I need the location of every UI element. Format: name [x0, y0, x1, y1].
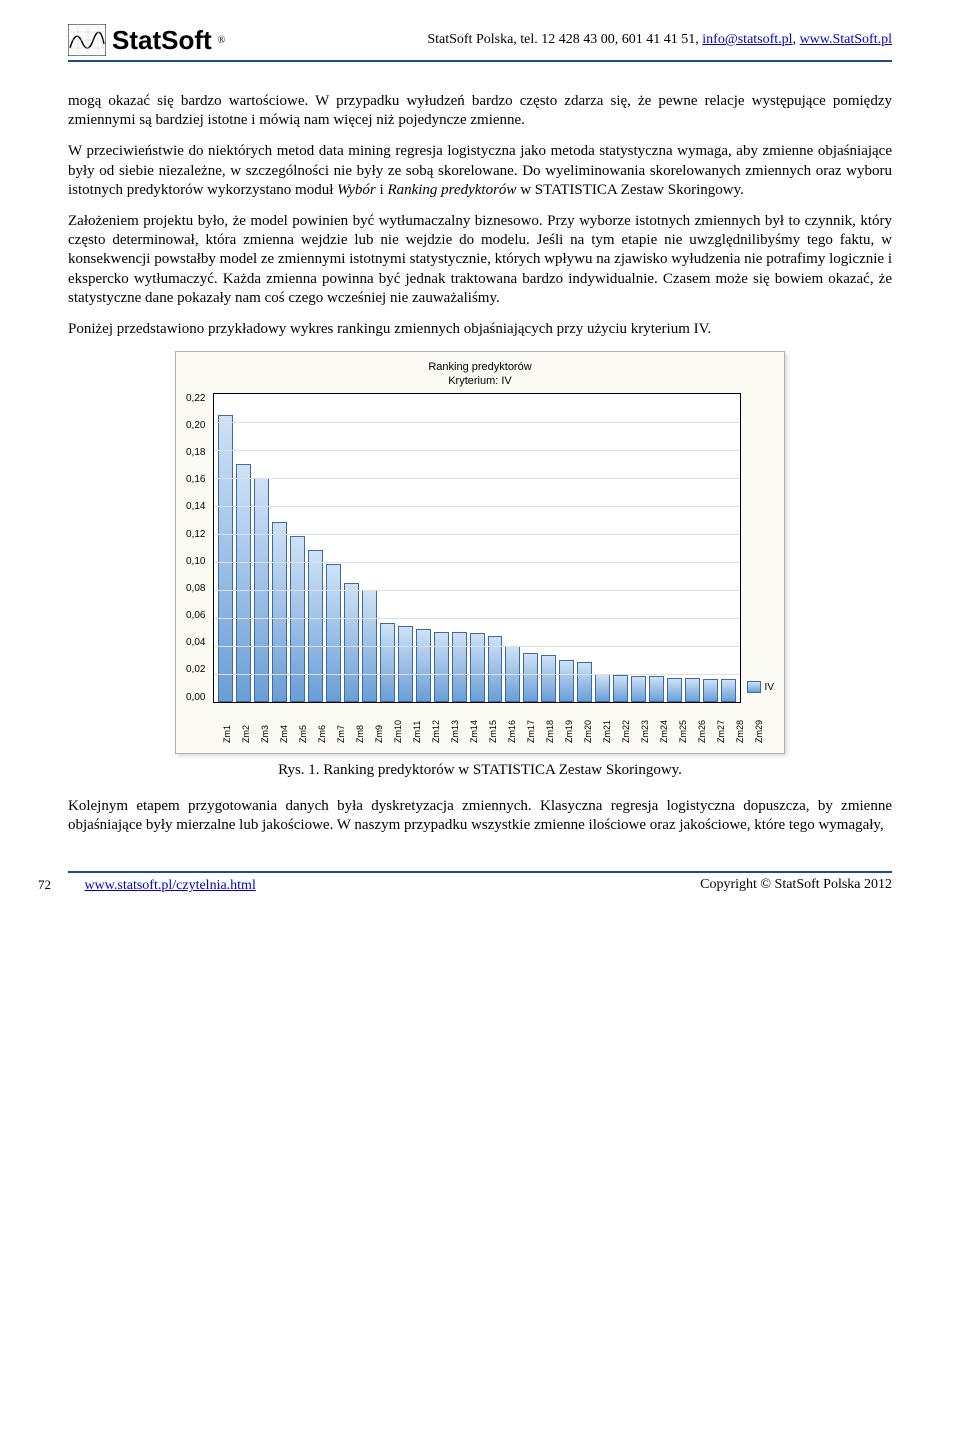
xtick-label: Zm3 — [260, 707, 276, 743]
xtick-label: Zm6 — [317, 707, 333, 743]
bar — [559, 660, 574, 702]
ytick-label: 0,06 — [186, 610, 205, 621]
ytick-label: 0,02 — [186, 664, 205, 675]
bar — [452, 632, 467, 702]
chart-xaxis: Zm1Zm2Zm3Zm4Zm5Zm6Zm7Zm8Zm9Zm10Zm11Zm12Z… — [218, 707, 774, 743]
xtick-label: Zm1 — [222, 707, 238, 743]
bar — [541, 655, 556, 701]
bar — [523, 653, 538, 702]
ytick-label: 0,10 — [186, 556, 205, 567]
xtick-label: Zm28 — [735, 707, 751, 743]
xtick-label: Zm13 — [450, 707, 466, 743]
xtick-label: Zm7 — [336, 707, 352, 743]
bar — [667, 678, 682, 702]
footer-link[interactable]: www.statsoft.pl/czytelnia.html — [85, 878, 256, 893]
xtick-label: Zm21 — [602, 707, 618, 743]
bar — [326, 564, 341, 701]
bar — [470, 633, 485, 702]
bar — [416, 629, 431, 702]
bar — [398, 626, 413, 702]
ytick-label: 0,18 — [186, 447, 205, 458]
xtick-label: Zm24 — [659, 707, 675, 743]
legend-label: IV — [765, 682, 774, 693]
legend-swatch — [747, 681, 761, 693]
brand-logo: StatSoft ® — [68, 24, 225, 56]
bar — [218, 415, 233, 702]
xtick-label: Zm8 — [355, 707, 371, 743]
p1b-em2: Ranking predyktorów — [387, 182, 516, 198]
chart-legend: IV — [747, 393, 774, 703]
xtick-label: Zm4 — [279, 707, 295, 743]
chart-plot — [213, 393, 740, 703]
ytick-label: 0,12 — [186, 529, 205, 540]
xtick-label: Zm29 — [754, 707, 770, 743]
chart-subtitle: Kryterium: IV — [186, 374, 774, 388]
page-header: StatSoft ® StatSoft Polska, tel. 12 428 … — [68, 24, 892, 62]
bar — [721, 679, 736, 701]
footer-copyright: Copyright © StatSoft Polska 2012 — [700, 877, 892, 894]
ytick-label: 0,04 — [186, 637, 205, 648]
ytick-label: 0,16 — [186, 474, 205, 485]
contact-site-link[interactable]: www.StatSoft.pl — [800, 32, 892, 47]
brand-reg: ® — [218, 35, 226, 46]
header-contact: StatSoft Polska, tel. 12 428 43 00, 601 … — [225, 32, 892, 48]
xtick-label: Zm5 — [298, 707, 314, 743]
bar — [649, 676, 664, 701]
ytick-label: 0,22 — [186, 393, 205, 404]
xtick-label: Zm16 — [507, 707, 523, 743]
bar — [434, 632, 449, 702]
bar — [595, 674, 610, 702]
p1b-tail: w STATISTICA Zestaw Skoringowy. — [516, 182, 743, 198]
bar — [344, 583, 359, 702]
xtick-label: Zm27 — [716, 707, 732, 743]
xtick-label: Zm20 — [583, 707, 599, 743]
bar — [577, 662, 592, 701]
ytick-label: 0,20 — [186, 420, 205, 431]
bar — [613, 675, 628, 702]
xtick-label: Zm10 — [393, 707, 409, 743]
xtick-label: Zm9 — [374, 707, 390, 743]
bar — [272, 522, 287, 701]
paragraph-1a: mogą okazać się bardzo wartościowe. W pr… — [68, 92, 892, 130]
bar — [380, 623, 395, 701]
paragraph-4: Kolejnym etapem przygotowania danych był… — [68, 797, 892, 835]
xtick-label: Zm14 — [469, 707, 485, 743]
chart-title: Ranking predyktorów — [186, 360, 774, 374]
xtick-label: Zm22 — [621, 707, 637, 743]
chart-yaxis: 0,22 0,20 0,18 0,16 0,14 0,12 0,10 0,08 0,06 0,04… — [186, 393, 207, 703]
bar — [703, 679, 718, 701]
bar — [685, 678, 700, 702]
ytick-label: 0,00 — [186, 692, 205, 703]
xtick-label: Zm19 — [564, 707, 580, 743]
figure-caption: Rys. 1. Ranking predyktorów w STATISTICA… — [68, 762, 892, 779]
xtick-label: Zm25 — [678, 707, 694, 743]
ranking-chart: Ranking predyktorów Kryterium: IV 0,220,… — [175, 351, 785, 754]
bar — [631, 676, 646, 701]
xtick-label: Zm11 — [412, 707, 428, 743]
contact-email-link[interactable]: info@statsoft.pl — [702, 32, 792, 47]
xtick-label: Zm15 — [488, 707, 504, 743]
site-prefix: , — [793, 32, 800, 47]
xtick-label: Zm18 — [545, 707, 561, 743]
xtick-label: Zm26 — [697, 707, 713, 743]
paragraph-2: Założeniem projektu było, że model powin… — [68, 212, 892, 308]
bar — [308, 550, 323, 701]
page-number: 72 — [38, 877, 51, 892]
paragraph-1b: W przeciwieństwie do niektórych metod da… — [68, 142, 892, 200]
xtick-label: Zm23 — [640, 707, 656, 743]
xtick-label: Zm12 — [431, 707, 447, 743]
ytick-label: 0,14 — [186, 501, 205, 512]
xtick-label: Zm2 — [241, 707, 257, 743]
contact-text: StatSoft Polska, tel. 12 428 43 00, 601 … — [427, 32, 702, 47]
p1b-em1: Wybór — [337, 182, 376, 198]
ytick-label: 0,08 — [186, 583, 205, 594]
p1b-mid: i — [376, 182, 388, 198]
xtick-label: Zm17 — [526, 707, 542, 743]
logo-wave-icon — [68, 24, 106, 56]
brand-name: StatSoft — [112, 25, 212, 56]
bar — [236, 464, 251, 702]
paragraph-3: Poniżej przedstawiono przykładowy wykres… — [68, 320, 892, 339]
page-footer: 72 www.statsoft.pl/czytelnia.html Copyri… — [68, 871, 892, 894]
